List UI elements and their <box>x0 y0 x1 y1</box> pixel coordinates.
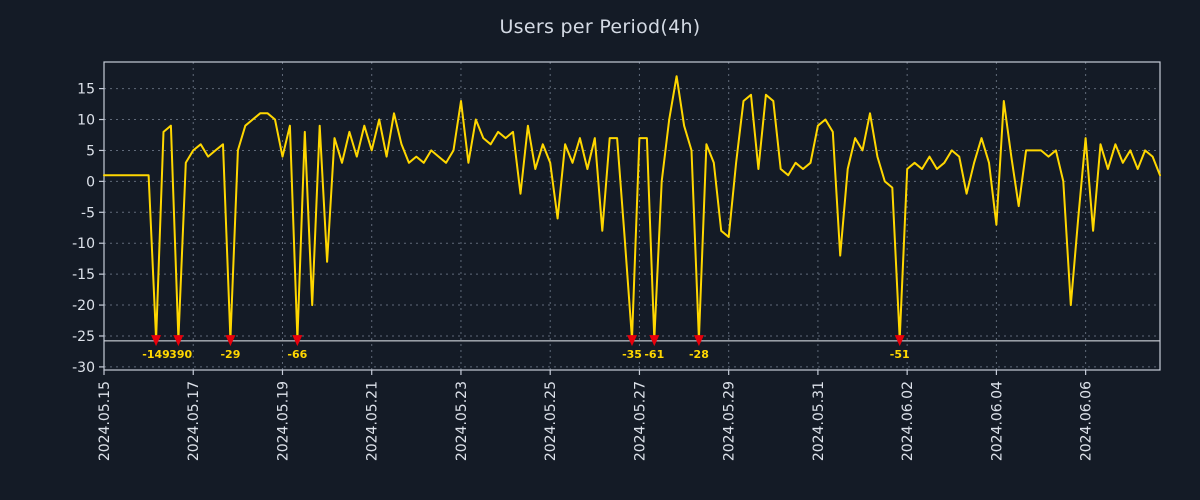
y-tick-label: -25 <box>72 329 95 345</box>
annotation-label: -61 <box>644 348 664 361</box>
y-tick-label: -30 <box>72 360 95 376</box>
clip-arrow-marker <box>225 335 236 347</box>
clip-arrow-marker <box>292 335 303 347</box>
clip-arrow-marker <box>649 335 660 347</box>
y-tick-label: -10 <box>72 236 95 252</box>
data-line <box>103 75 1161 341</box>
annotation-label: -149 <box>142 348 170 361</box>
y-tick-label: 0 <box>86 174 95 190</box>
clip-arrow-marker <box>693 335 704 347</box>
y-tick-label: 5 <box>86 143 95 159</box>
clip-arrow-marker <box>151 335 162 347</box>
x-tick-label: 2024.05.15 <box>97 381 113 461</box>
chart-title: Users per Period(4h) <box>499 16 701 38</box>
annotation-label: -390 <box>165 348 193 361</box>
x-tick-label: 2024.05.29 <box>722 381 738 461</box>
x-tick-label: 2024.05.27 <box>632 381 648 461</box>
x-tick-label: 2024.06.02 <box>900 381 916 461</box>
annotation-label: -66 <box>287 348 307 361</box>
x-tick-label: 2024.05.17 <box>186 381 202 461</box>
x-tick-label: 2024.06.04 <box>989 381 1005 461</box>
y-tick-label: -15 <box>72 267 95 283</box>
x-tick-label: 2024.05.31 <box>811 381 827 461</box>
plot-frame <box>103 61 1161 371</box>
y-tick-label: 15 <box>77 82 95 98</box>
y-tick-label: 10 <box>77 113 95 129</box>
x-tick-label: 2024.05.25 <box>543 381 559 461</box>
annotation-label: -35 <box>622 348 642 361</box>
annotation-label: -29 <box>220 348 240 361</box>
x-tick-label: 2024.05.19 <box>275 381 291 461</box>
x-tick-label: 2024.06.06 <box>1079 381 1095 461</box>
x-tick-label: 2024.05.21 <box>365 381 381 461</box>
clip-arrow-marker <box>627 335 637 347</box>
y-tick-label: -5 <box>81 205 95 221</box>
y-tick-label: -20 <box>72 298 95 314</box>
clip-arrow-marker <box>894 335 905 347</box>
x-tick-label: 2024.05.23 <box>454 381 470 461</box>
annotation-label: -51 <box>890 348 910 361</box>
annotation-label: -28 <box>689 348 709 361</box>
clip-arrow-marker <box>173 335 184 347</box>
